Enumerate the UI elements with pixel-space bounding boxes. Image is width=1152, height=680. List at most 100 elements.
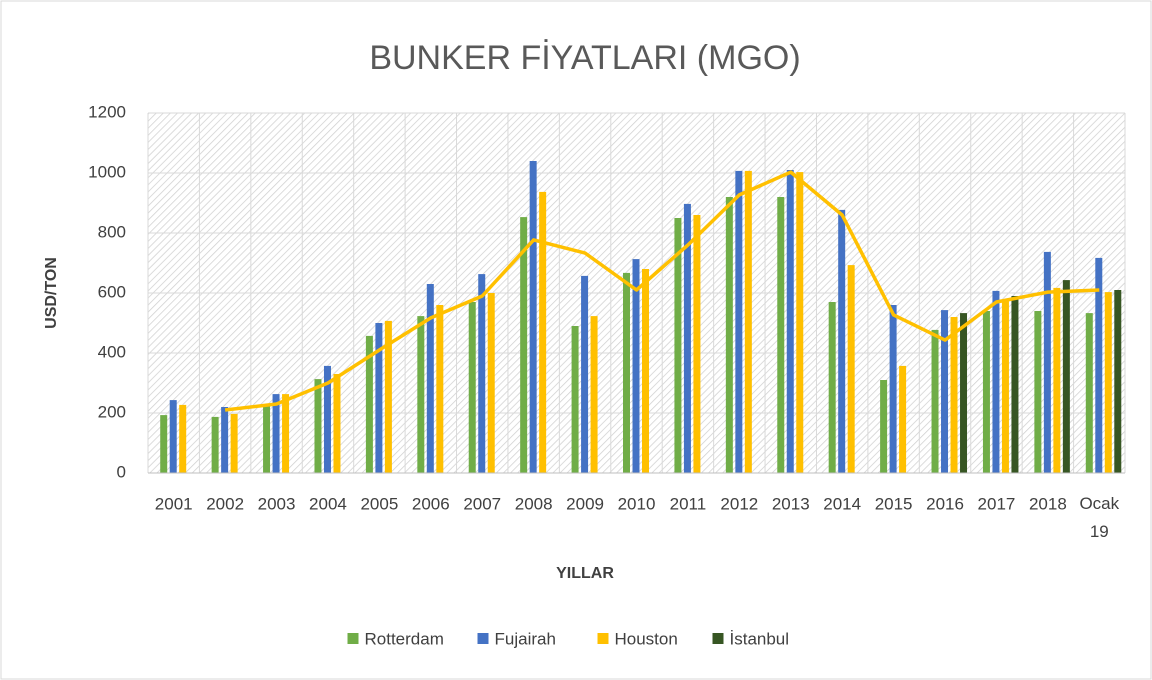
y-tick-label: 0 xyxy=(117,462,126,481)
bar xyxy=(786,170,794,473)
bar xyxy=(725,197,733,473)
bar xyxy=(384,320,392,473)
bar xyxy=(828,302,836,473)
y-tick-label: 800 xyxy=(98,222,126,241)
bar xyxy=(777,197,785,473)
legend-label: İstanbul xyxy=(730,629,790,648)
x-tick-label: 2015 xyxy=(875,494,913,513)
bar xyxy=(941,310,949,473)
bar xyxy=(581,275,589,473)
x-tick-label: 2009 xyxy=(566,494,604,513)
bar xyxy=(417,316,425,473)
bar xyxy=(272,394,280,473)
x-tick-label: 2001 xyxy=(155,494,193,513)
x-tick-label: 2005 xyxy=(360,494,398,513)
bar xyxy=(436,305,444,473)
y-tick-label: 1200 xyxy=(88,102,126,121)
bar xyxy=(683,203,691,473)
x-axis-label: YILLAR xyxy=(556,565,614,582)
bar xyxy=(1043,251,1051,473)
y-tick-label: 400 xyxy=(98,342,126,361)
bar xyxy=(221,407,229,473)
bar xyxy=(1104,292,1112,473)
bar xyxy=(642,269,649,473)
bar xyxy=(426,284,434,473)
bar xyxy=(796,172,804,473)
bar xyxy=(169,400,177,473)
legend-swatch xyxy=(347,633,359,644)
x-tick-label: 2004 xyxy=(309,494,347,513)
bar xyxy=(478,274,486,473)
x-tick-label: 2010 xyxy=(618,494,656,513)
bar xyxy=(333,374,341,473)
bar xyxy=(735,170,743,473)
y-tick-label: 1000 xyxy=(88,162,126,181)
bar xyxy=(1095,257,1103,473)
bar xyxy=(950,317,958,473)
y-axis-label: USD/TON xyxy=(43,257,60,329)
bar xyxy=(674,218,682,473)
bar xyxy=(889,305,897,473)
y-tick-label: 200 xyxy=(98,402,126,421)
bar xyxy=(263,405,271,473)
bar xyxy=(520,217,528,473)
bar xyxy=(1011,296,1019,473)
bar xyxy=(1034,311,1042,473)
x-tick-label: 2002 xyxy=(206,494,244,513)
bar xyxy=(632,259,640,473)
legend-label: Houston xyxy=(615,629,678,648)
bar xyxy=(590,316,598,473)
bar xyxy=(1062,280,1070,473)
y-tick-label: 600 xyxy=(98,282,126,301)
x-tick-label: 2008 xyxy=(515,494,553,513)
line xyxy=(224,170,1100,412)
bar xyxy=(529,161,537,473)
bar xyxy=(468,302,476,473)
legend-label: Fujairah xyxy=(495,629,556,648)
bar xyxy=(160,415,168,473)
bar xyxy=(899,365,907,473)
x-tick-label: 2007 xyxy=(463,494,501,513)
bar xyxy=(314,379,322,473)
x-tick-label: 2018 xyxy=(1029,494,1067,513)
legend-swatch xyxy=(597,633,609,644)
bar xyxy=(211,416,219,473)
bar xyxy=(992,290,1000,473)
x-tick-label: 2016 xyxy=(926,494,964,513)
x-tick-label: 2011 xyxy=(670,494,707,513)
bar xyxy=(982,311,990,473)
bar xyxy=(1114,290,1122,473)
bar xyxy=(1001,301,1009,473)
bar xyxy=(1053,287,1061,473)
x-tick-label: 2013 xyxy=(772,494,810,513)
bar xyxy=(847,265,855,473)
x-tick-label: 2014 xyxy=(823,494,861,513)
bar xyxy=(931,329,939,473)
bar xyxy=(365,335,373,473)
x-tick-label: 2006 xyxy=(412,494,450,513)
bar xyxy=(838,209,846,473)
legend-label: Rotterdam xyxy=(365,629,444,648)
x-tick-label: 2003 xyxy=(258,494,296,513)
bar xyxy=(1085,313,1093,473)
bar xyxy=(880,380,888,473)
bar xyxy=(282,394,290,473)
bar xyxy=(693,215,701,473)
bar xyxy=(744,170,752,473)
x-tick-label: 2012 xyxy=(720,494,758,513)
x-tick-label: Ocak 19 xyxy=(1079,494,1119,541)
bar xyxy=(323,365,331,473)
x-tick-label: 2017 xyxy=(978,494,1016,513)
legend-swatch xyxy=(477,633,489,644)
bar xyxy=(230,413,238,473)
bar xyxy=(960,313,968,473)
bar xyxy=(487,293,495,473)
legend-swatch xyxy=(712,633,724,644)
bar xyxy=(539,191,547,473)
bar xyxy=(375,323,383,473)
bar xyxy=(623,272,630,473)
chart-title: BUNKER FİYATLARI (MGO) xyxy=(369,39,800,77)
bar xyxy=(571,326,579,473)
bar xyxy=(179,404,187,473)
